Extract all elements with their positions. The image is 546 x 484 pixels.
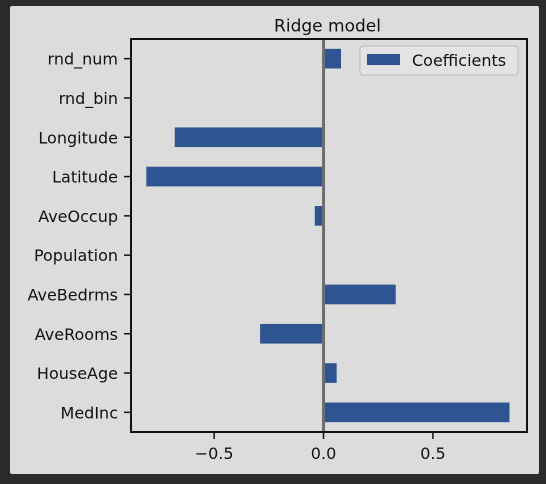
y-tick-label: MedInc xyxy=(61,403,118,422)
y-axis-ticks: MedInc HouseAge AveRooms AveBedrms Populatio… xyxy=(27,50,131,422)
legend-swatch-coefficients xyxy=(367,54,400,65)
bar-houseage xyxy=(323,363,337,383)
bar-aveoccup xyxy=(314,206,324,226)
bar-averooms xyxy=(260,323,324,344)
y-tick-label: rnd_num xyxy=(48,50,118,70)
plot-frame xyxy=(130,38,528,433)
bar-rnd-num xyxy=(323,48,342,69)
bar-chart: Ridge model MedInc HouseAge AveRooms AveBed… xyxy=(27,17,528,463)
y-tick-label: Population xyxy=(34,246,118,265)
y-tick-label: HouseAge xyxy=(37,364,118,383)
bars-layer xyxy=(146,48,510,423)
y-tick-label: AveOccup xyxy=(38,207,118,226)
x-tick-label: 0.5 xyxy=(420,444,445,463)
bar-longitude xyxy=(174,127,324,148)
y-tick-label: AveBedrms xyxy=(27,285,118,304)
x-tick-label: −0.5 xyxy=(195,444,234,463)
bar-latitude xyxy=(146,166,324,187)
chart-title: Ridge model xyxy=(274,17,381,37)
y-tick-label: rnd_bin xyxy=(59,89,118,109)
bar-medinc xyxy=(323,402,510,423)
y-tick-label: AveRooms xyxy=(35,325,118,344)
chart-figure: Ridge model MedInc HouseAge AveRooms AveBed… xyxy=(10,6,539,474)
legend-label-coefficients: Coefficients xyxy=(412,51,506,70)
legend-box xyxy=(359,45,519,76)
y-tick-label: Latitude xyxy=(52,168,118,187)
x-tick-label: 0.0 xyxy=(311,444,336,463)
y-tick-label: Longitude xyxy=(38,128,118,147)
x-axis-ticks: −0.5 0.0 0.5 xyxy=(195,432,446,463)
bar-avebedrms xyxy=(323,284,396,305)
legend: Coefficients xyxy=(359,45,519,76)
